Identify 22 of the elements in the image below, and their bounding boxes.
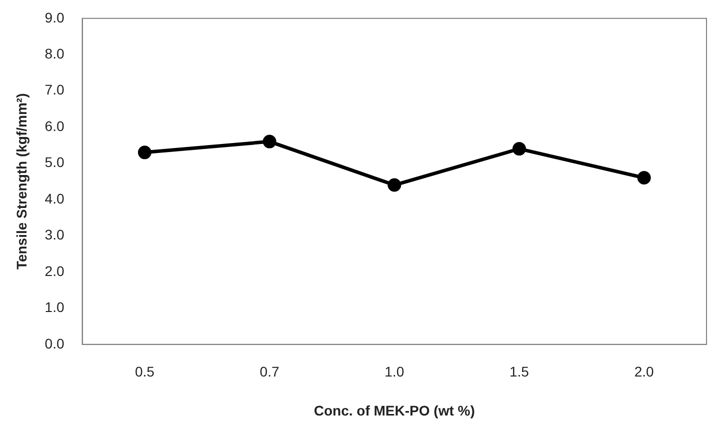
y-tick-label: 8.0 bbox=[44, 45, 64, 62]
y-tick-label: 2.0 bbox=[44, 262, 64, 279]
point bbox=[388, 178, 402, 192]
y-tick-label: 4.0 bbox=[44, 190, 64, 206]
y-tick-label: 0.0 bbox=[44, 335, 64, 352]
y-tick-label: 1.0 bbox=[44, 299, 64, 316]
point bbox=[637, 171, 651, 185]
y-axis-title: Tensile Strength (kgf/mm²) bbox=[13, 93, 30, 270]
y-tick-label: 9.0 bbox=[44, 9, 64, 26]
x-tick-label: 1.5 bbox=[509, 364, 530, 380]
x-axis-title: Conc. of MEK-PO (wt %) bbox=[314, 402, 475, 418]
y-tick-label: 7.0 bbox=[44, 82, 64, 98]
point bbox=[512, 142, 526, 156]
y-tick-label: 6.0 bbox=[44, 118, 64, 134]
point bbox=[262, 134, 276, 148]
y-tick-label: 3.0 bbox=[44, 226, 64, 243]
y-tick-label: 5.0 bbox=[44, 154, 64, 170]
point bbox=[138, 146, 152, 160]
x-tick-label: 2.0 bbox=[634, 364, 654, 380]
x-tick-label: 1.0 bbox=[384, 364, 404, 380]
x-tick-label: 0.7 bbox=[260, 364, 280, 380]
x-tick-label: 0.5 bbox=[134, 364, 155, 380]
